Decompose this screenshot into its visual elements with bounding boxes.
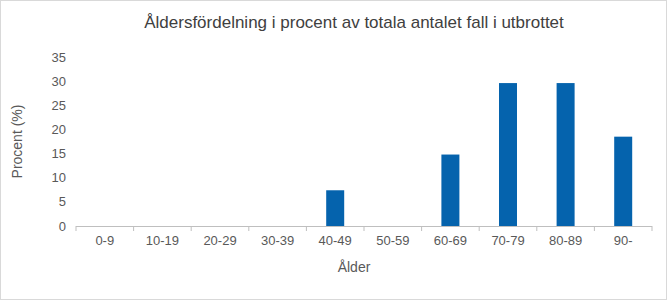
y-tick-label: 30 bbox=[52, 74, 66, 89]
x-tick bbox=[306, 226, 307, 231]
x-tick-label: 50-59 bbox=[376, 233, 409, 248]
y-tick bbox=[73, 153, 76, 154]
bar bbox=[499, 83, 517, 226]
y-tick bbox=[73, 201, 76, 202]
x-tick bbox=[133, 226, 134, 231]
bar bbox=[96, 226, 114, 227]
x-tick bbox=[248, 226, 249, 231]
x-tick-label: 40-49 bbox=[319, 233, 352, 248]
y-tick-label: 35 bbox=[52, 50, 66, 65]
y-tick bbox=[73, 57, 76, 58]
bar bbox=[269, 226, 287, 227]
x-axis-title: Ålder bbox=[338, 259, 371, 275]
x-tick bbox=[479, 226, 480, 231]
bar bbox=[211, 226, 229, 227]
y-tick-label: 0 bbox=[59, 219, 66, 234]
y-tick-label: 20 bbox=[52, 122, 66, 137]
chart-svg: Åldersfördelning i procent av totala ant… bbox=[0, 0, 667, 300]
bar bbox=[557, 83, 575, 226]
x-tick bbox=[594, 226, 595, 231]
bar bbox=[384, 226, 402, 227]
x-tick-label: 70-79 bbox=[491, 233, 524, 248]
x-tick bbox=[421, 226, 422, 231]
y-tick bbox=[73, 81, 76, 82]
x-tick bbox=[536, 226, 537, 231]
y-tick-label: 25 bbox=[52, 98, 66, 113]
y-axis-title: Procent (%) bbox=[9, 105, 25, 179]
chart-title: Åldersfördelning i procent av totala ant… bbox=[144, 13, 564, 32]
y-tick-label: 10 bbox=[52, 170, 66, 185]
x-tick-label: 60-69 bbox=[434, 233, 467, 248]
y-tick bbox=[73, 129, 76, 130]
y-tick bbox=[73, 177, 76, 178]
y-tick-label: 15 bbox=[52, 146, 66, 161]
bars bbox=[326, 83, 632, 226]
chart-container: Åldersfördelning i procent av totala ant… bbox=[0, 0, 667, 300]
bar bbox=[326, 190, 344, 226]
bar bbox=[441, 155, 459, 226]
x-tick-label: 10-19 bbox=[146, 233, 179, 248]
x-tick bbox=[652, 226, 653, 231]
bar bbox=[614, 137, 632, 226]
x-tick-label: 80-89 bbox=[549, 233, 582, 248]
x-tick bbox=[364, 226, 365, 231]
x-tick-label: 30-39 bbox=[261, 233, 294, 248]
x-tick-label: 90- bbox=[614, 233, 633, 248]
x-tick-label: 0-9 bbox=[95, 233, 114, 248]
y-tick bbox=[73, 105, 76, 106]
y-tick-label: 5 bbox=[59, 194, 66, 209]
x-tick bbox=[191, 226, 192, 231]
x-tick-label: 20-29 bbox=[203, 233, 236, 248]
chart-frame bbox=[1, 1, 667, 300]
bar bbox=[153, 226, 171, 227]
x-tick bbox=[76, 226, 77, 231]
